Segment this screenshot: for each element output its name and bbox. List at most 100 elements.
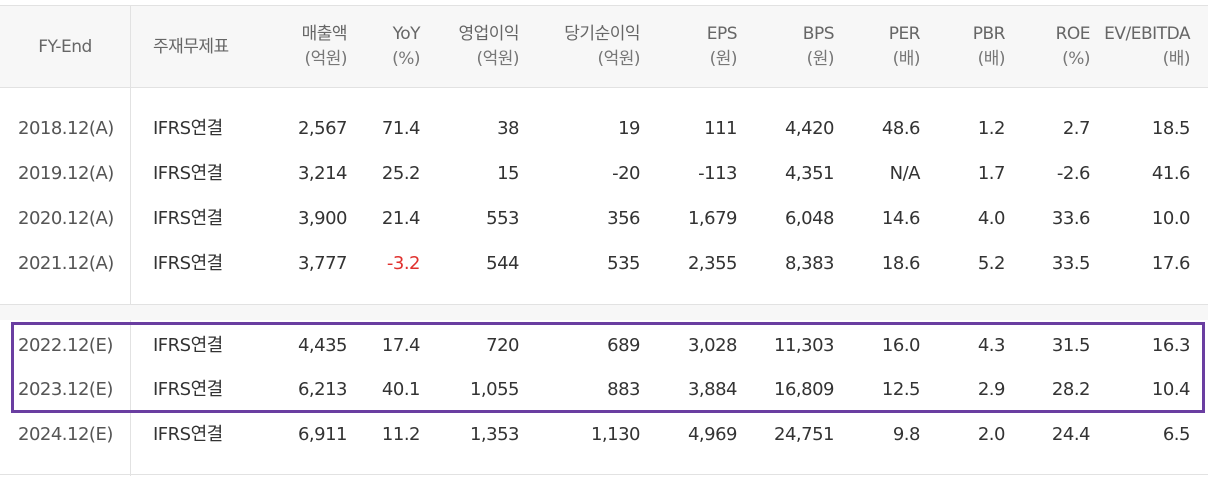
cell-roe: -2.6 — [1056, 163, 1091, 184]
cell-operating-profit: 1,353 — [469, 424, 520, 445]
cell-eps: 1,679 — [687, 208, 738, 229]
header-pbr: PBR (배) — [895, 22, 1006, 72]
cell-ev-ebitda: 10.0 — [1151, 208, 1191, 229]
cell-roe: 28.2 — [1051, 379, 1091, 400]
table-bottom-border — [0, 474, 1208, 475]
cell-roe: 33.6 — [1051, 208, 1091, 229]
cell-eps: 111 — [704, 118, 737, 139]
cell-yoy: -3.2 — [386, 253, 421, 274]
cell-ev-ebitda: 18.5 — [1151, 118, 1191, 139]
cell-yoy: 17.4 — [381, 335, 421, 356]
cell-per: 16.0 — [881, 335, 921, 356]
header-label: 주재무제표 — [153, 37, 229, 57]
cell-fy-end: 2023.12(E) — [18, 379, 113, 400]
cell-eps: 2,355 — [687, 253, 738, 274]
header-unit: (배) — [977, 49, 1006, 69]
cell-ev-ebitda: 16.3 — [1151, 335, 1191, 356]
cell-net-income: 19 — [618, 118, 640, 139]
header-per: PER (배) — [810, 22, 921, 72]
cell-operating-profit: 38 — [497, 118, 519, 139]
cell-net-income: 883 — [607, 379, 640, 400]
cell-bps: 24,751 — [774, 424, 834, 445]
cell-ev-ebitda: 10.4 — [1151, 379, 1191, 400]
cell-yoy: 11.2 — [381, 424, 421, 445]
cell-yoy: 40.1 — [381, 379, 421, 400]
cell-eps: 3,884 — [687, 379, 738, 400]
header-unit: (억원) — [304, 49, 347, 69]
cell-eps: -113 — [698, 163, 737, 184]
cell-revenue: 4,435 — [297, 335, 348, 356]
cell-pbr: 4.0 — [977, 208, 1006, 229]
cell-bps: 4,420 — [784, 118, 835, 139]
cell-bps: 4,351 — [784, 163, 835, 184]
cell-eps: 3,028 — [687, 335, 738, 356]
cell-yoy: 25.2 — [381, 163, 421, 184]
cell-per: 14.6 — [881, 208, 921, 229]
header-revenue: 매출액 (억원) — [237, 22, 348, 72]
header-bps: BPS (원) — [724, 22, 835, 72]
cell-fy-end: 2018.12(A) — [18, 118, 114, 139]
header-label: ROE — [1055, 24, 1091, 44]
header-unit: (억원) — [597, 49, 640, 69]
cell-roe: 31.5 — [1051, 335, 1091, 356]
cell-fy-end: 2024.12(E) — [18, 424, 113, 445]
cell-revenue: 3,777 — [297, 253, 348, 274]
cell-operating-profit: 1,055 — [469, 379, 520, 400]
header-label: EV/EBITDA — [1104, 24, 1190, 44]
column-divider — [130, 5, 131, 476]
cell-roe: 2.7 — [1062, 118, 1091, 139]
cell-bps: 16,809 — [774, 379, 834, 400]
header-label: 당기순이익 — [564, 24, 640, 44]
cell-pbr: 1.7 — [977, 163, 1006, 184]
cell-eps: 4,969 — [687, 424, 738, 445]
cell-net-income: 535 — [607, 253, 640, 274]
section-gap — [0, 305, 1208, 320]
header-unit: (원) — [709, 49, 738, 69]
header-unit: (배) — [1162, 49, 1191, 69]
cell-roe: 24.4 — [1051, 424, 1091, 445]
header-label: 영업이익 — [458, 24, 519, 44]
cell-statement: IFRS연결 — [153, 118, 223, 139]
header-label: YoY — [392, 24, 421, 44]
cell-revenue: 2,567 — [297, 118, 348, 139]
cell-operating-profit: 15 — [497, 163, 519, 184]
cell-yoy: 71.4 — [381, 118, 421, 139]
cell-operating-profit: 720 — [486, 335, 519, 356]
cell-per: N/A — [889, 163, 921, 184]
cell-revenue: 3,900 — [297, 208, 348, 229]
header-label: PBR — [972, 24, 1006, 44]
header-fy-end: FY-End — [20, 35, 110, 60]
header-ev-ebitda: EV/EBITDA (배) — [1080, 22, 1190, 72]
cell-statement: IFRS연결 — [153, 379, 223, 400]
header-unit: (배) — [892, 49, 921, 69]
cell-operating-profit: 553 — [486, 208, 519, 229]
cell-bps: 8,383 — [784, 253, 835, 274]
cell-pbr: 4.3 — [977, 335, 1006, 356]
header-unit: (%) — [1062, 49, 1090, 69]
header-yoy: YoY (%) — [310, 22, 420, 72]
cell-statement: IFRS연결 — [153, 208, 223, 229]
cell-net-income: 689 — [607, 335, 640, 356]
cell-fy-end: 2020.12(A) — [18, 208, 114, 229]
cell-net-income: -20 — [612, 163, 640, 184]
cell-ev-ebitda: 6.5 — [1162, 424, 1191, 445]
header-unit: (%) — [392, 49, 420, 69]
table-header — [0, 5, 1208, 88]
cell-per: 9.8 — [892, 424, 921, 445]
cell-fy-end: 2019.12(A) — [18, 163, 114, 184]
cell-fy-end: 2021.12(A) — [18, 253, 114, 274]
header-operating-profit: 영업이익 (억원) — [409, 22, 519, 72]
cell-pbr: 2.9 — [977, 379, 1006, 400]
cell-statement: IFRS연결 — [153, 163, 223, 184]
cell-bps: 11,303 — [774, 335, 834, 356]
cell-per: 18.6 — [881, 253, 921, 274]
header-statement: 주재무제표 — [153, 35, 263, 60]
cell-operating-profit: 544 — [486, 253, 519, 274]
cell-revenue: 6,213 — [297, 379, 348, 400]
cell-roe: 33.5 — [1051, 253, 1091, 274]
cell-yoy: 21.4 — [381, 208, 421, 229]
header-label: FY-End — [38, 37, 92, 57]
header-roe: ROE (%) — [980, 22, 1091, 72]
header-net-income: 당기순이익 (억원) — [530, 22, 640, 72]
cell-revenue: 3,214 — [297, 163, 348, 184]
